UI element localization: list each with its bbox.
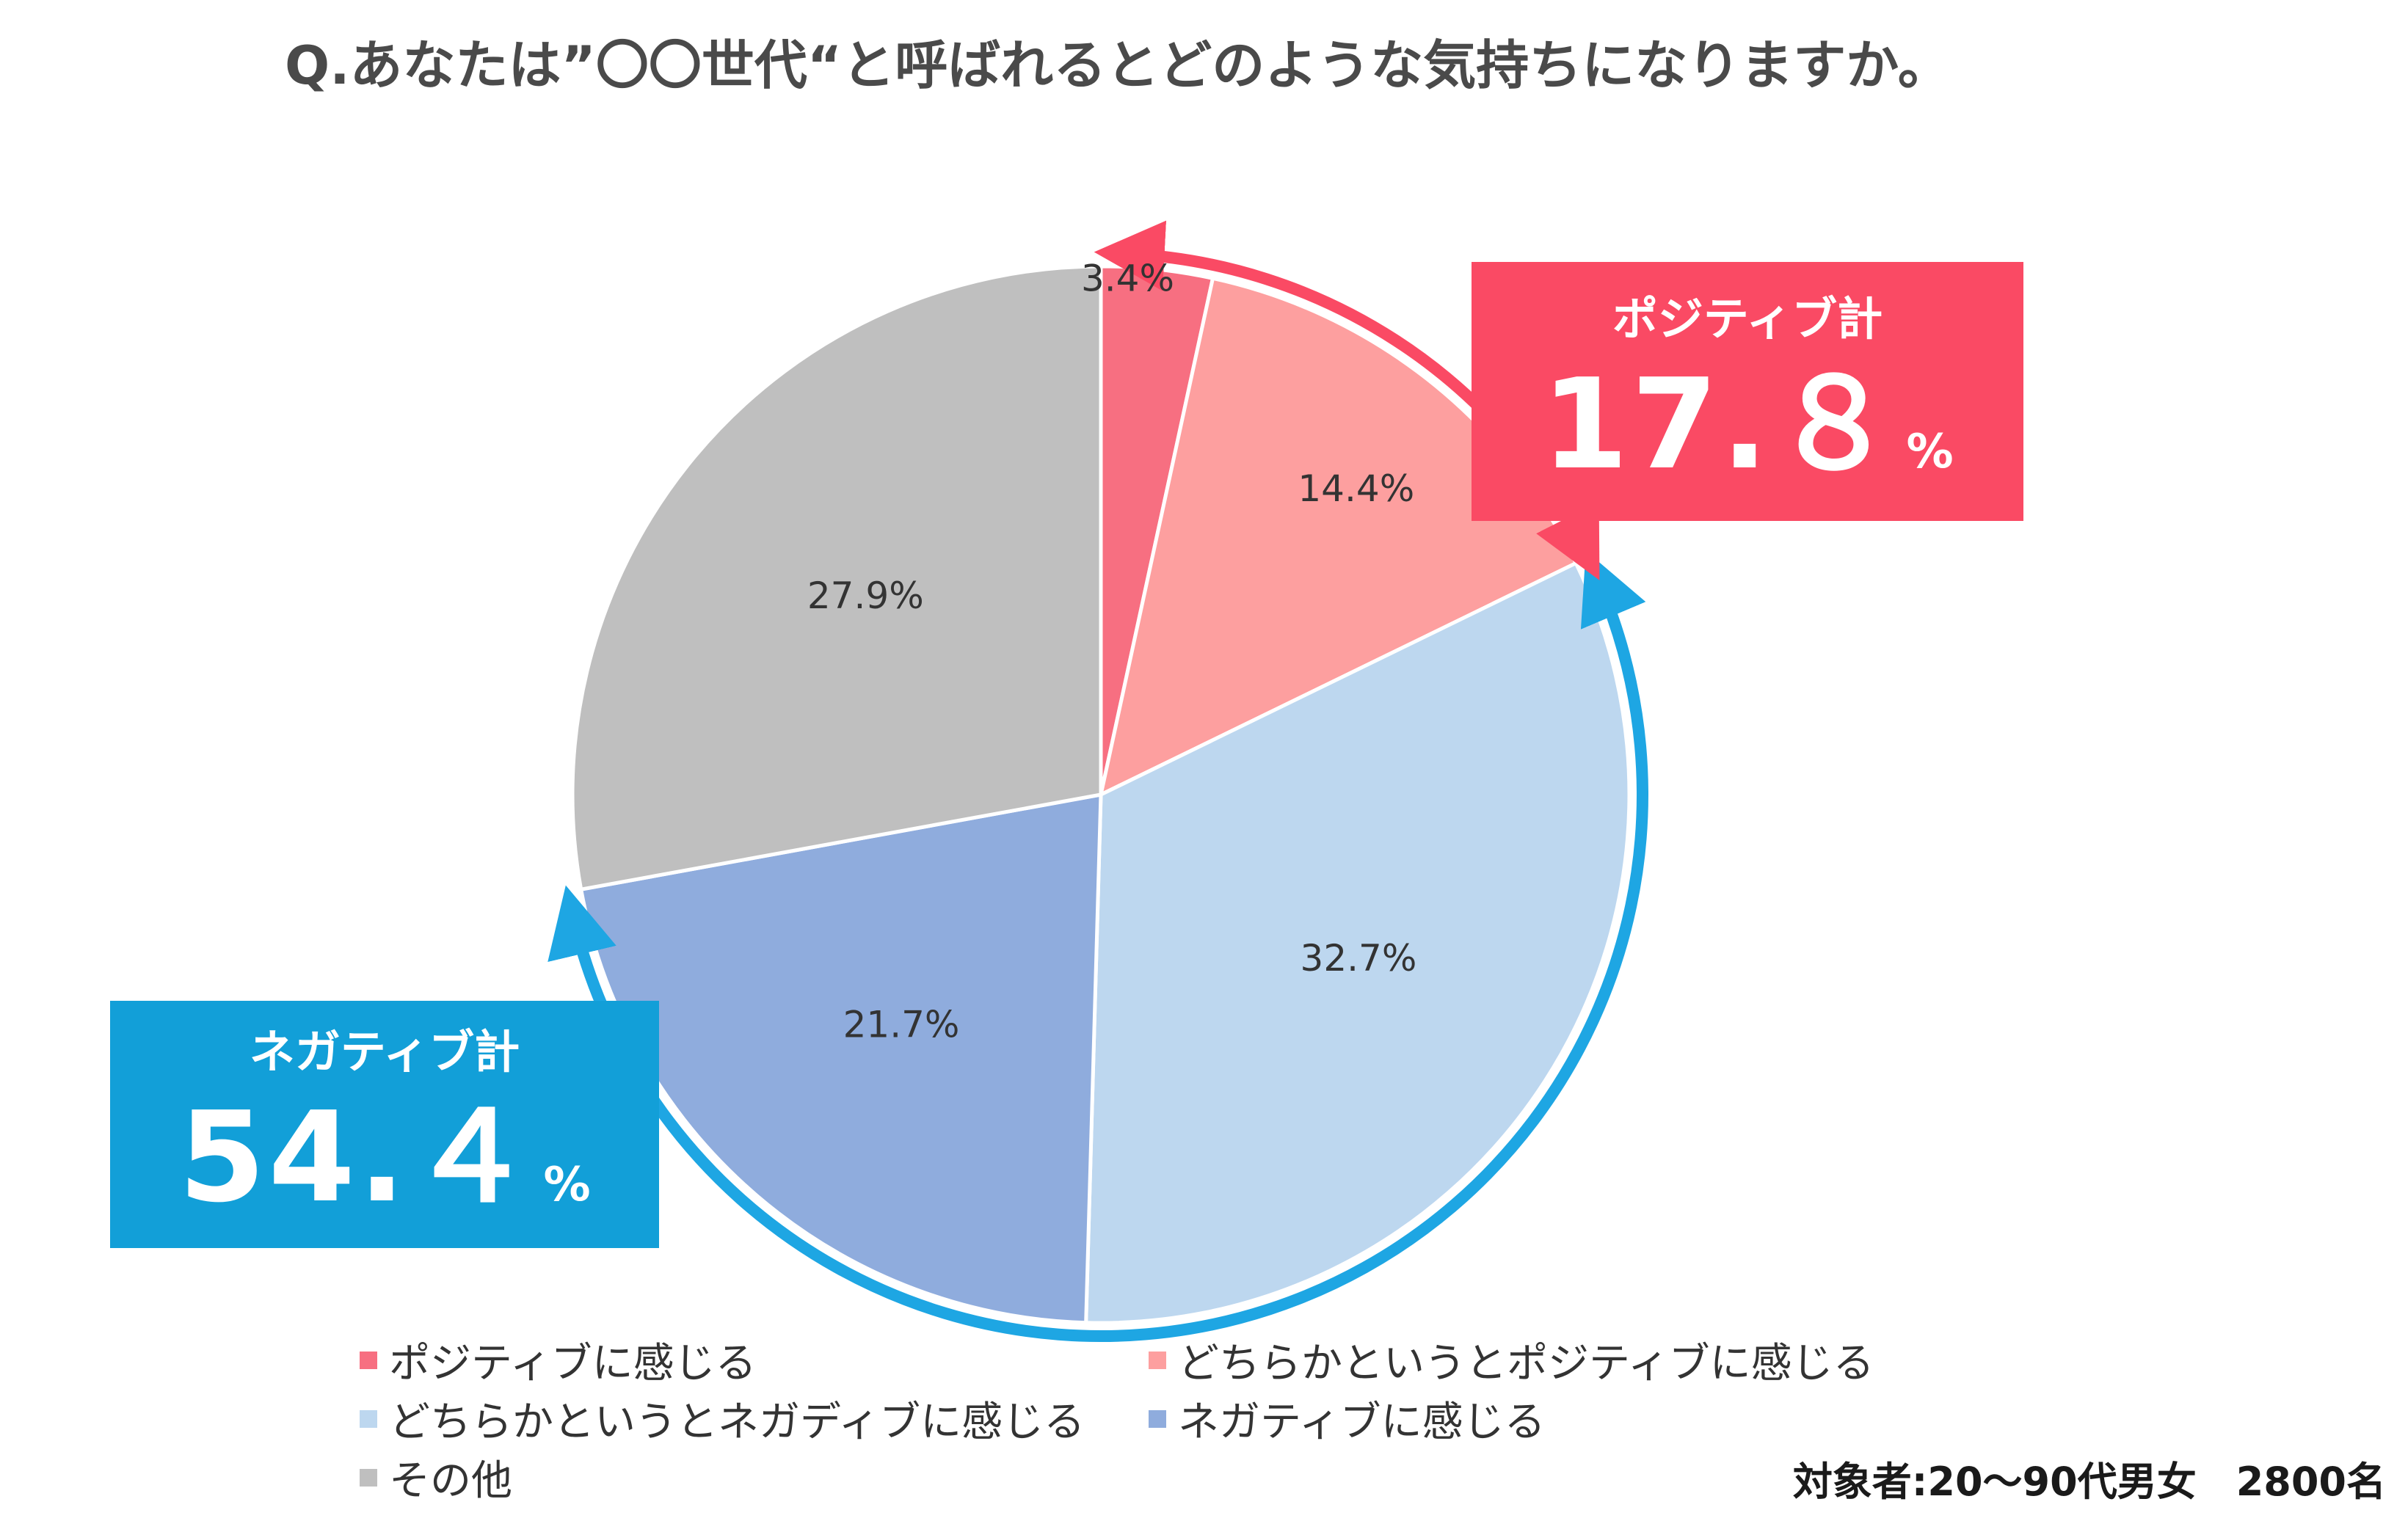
- positive-total-callout: ポジティブ計 17.８ %: [1472, 262, 2023, 521]
- positive-arc-end-arrow: [1536, 501, 1600, 580]
- negative-group-arc: [548, 580, 1649, 1342]
- legend-item: その他: [360, 1448, 512, 1507]
- pie-slice: [570, 264, 1103, 892]
- negative-total-value: 54.４: [178, 1084, 536, 1230]
- legend-item: ネガティブに感じる: [1149, 1389, 1546, 1448]
- slice-data-label: 3.4%: [1081, 257, 1174, 299]
- legend-label: その他: [389, 1457, 512, 1505]
- legend-item: ポジティブに感じる: [360, 1330, 757, 1390]
- legend-label: どちらかというとポジティブに感じる: [1178, 1340, 1874, 1387]
- slice-data-label: 14.4%: [1298, 467, 1414, 510]
- negative-total-label: ネガティブ計: [249, 1024, 520, 1079]
- slice-data-label: 27.9%: [807, 575, 924, 617]
- legend-item: どちらかというとポジティブに感じる: [1149, 1330, 1874, 1390]
- respondent-footnote: 対象者:20～90代男女 2800名: [1792, 1459, 2386, 1505]
- legend-label: どちらかというとネガディブに感じる: [389, 1398, 1085, 1446]
- positive-total-unit: %: [1906, 424, 1954, 479]
- negative-total-unit: %: [543, 1157, 591, 1212]
- legend-swatch: [1149, 1409, 1166, 1428]
- legend-item: どちらかというとネガディブに感じる: [360, 1389, 1085, 1448]
- legend-swatch: [1149, 1351, 1166, 1369]
- legend-swatch: [360, 1468, 377, 1487]
- positive-total-label: ポジティブ計: [1612, 291, 1883, 346]
- legend-label: ポジティブに感じる: [389, 1340, 757, 1387]
- legend-swatch: [360, 1351, 377, 1369]
- chart-title: Q.あなたは”〇〇世代“と呼ばれるとどのような気持ちになりますか。: [285, 34, 1951, 96]
- positive-total-value: 17.８: [1541, 351, 1899, 497]
- slice-data-label: 21.7%: [843, 1003, 960, 1046]
- legend-swatch: [360, 1409, 377, 1428]
- pie-slice: [578, 792, 1103, 1325]
- slice-data-label: 32.7%: [1301, 937, 1417, 980]
- negative-arc-start-arrow: [1580, 550, 1646, 630]
- negative-total-callout: ネガティブ計 54.４ %: [110, 1001, 659, 1248]
- pie-slice: [1084, 561, 1632, 1325]
- legend-label: ネガティブに感じる: [1178, 1398, 1546, 1446]
